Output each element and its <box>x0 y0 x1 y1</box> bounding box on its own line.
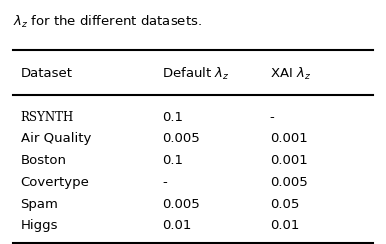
Text: 0.1: 0.1 <box>163 154 183 167</box>
Text: -: - <box>163 176 167 189</box>
Text: 0.005: 0.005 <box>163 197 200 211</box>
Text: XAI $\lambda_z$: XAI $\lambda_z$ <box>270 66 311 82</box>
Text: $\lambda_z$ for the different datasets.: $\lambda_z$ for the different datasets. <box>13 13 202 30</box>
Text: Air Quality: Air Quality <box>20 132 91 145</box>
Text: Higgs: Higgs <box>20 219 58 232</box>
Text: 0.005: 0.005 <box>270 176 307 189</box>
Text: 0.01: 0.01 <box>270 219 299 232</box>
Text: RSYNTH: RSYNTH <box>20 111 74 124</box>
Text: 0.001: 0.001 <box>270 154 307 167</box>
Text: Boston: Boston <box>20 154 66 167</box>
Text: Dataset: Dataset <box>20 67 73 80</box>
Text: 0.1: 0.1 <box>163 111 183 124</box>
Text: Covertype: Covertype <box>20 176 90 189</box>
Text: 0.001: 0.001 <box>270 132 307 145</box>
Text: Default $\lambda_z$: Default $\lambda_z$ <box>163 66 230 82</box>
Text: 0.05: 0.05 <box>270 197 299 211</box>
Text: -: - <box>270 111 274 124</box>
Text: Spam: Spam <box>20 197 58 211</box>
Text: 0.01: 0.01 <box>163 219 192 232</box>
Text: 0.005: 0.005 <box>163 132 200 145</box>
